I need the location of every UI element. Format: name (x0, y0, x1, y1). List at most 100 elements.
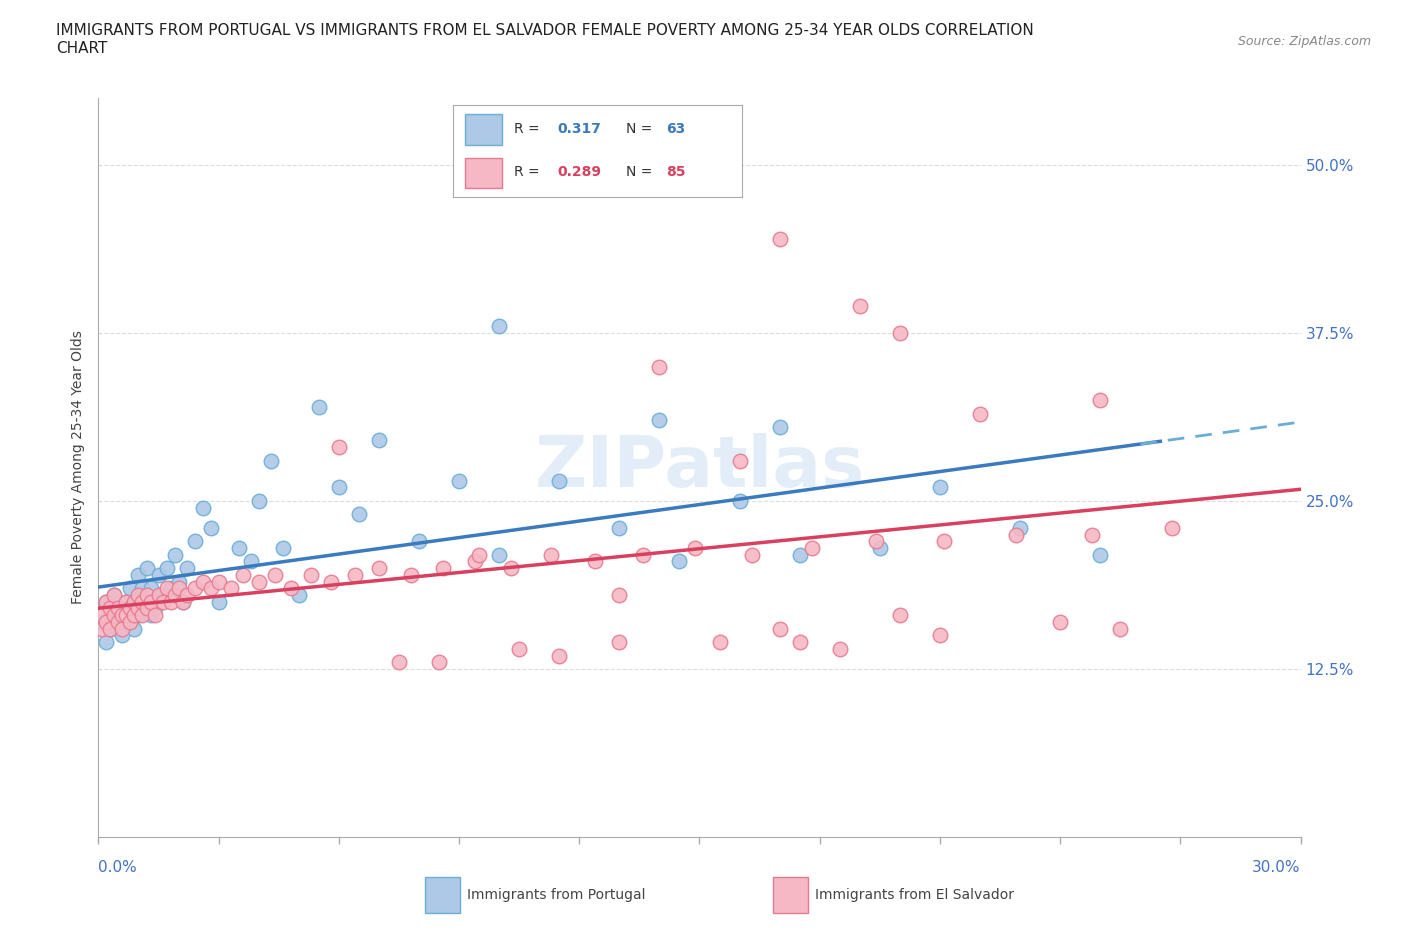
Point (929, 628, 952, 643)
Point (468, 547, 491, 562)
Point (219, 581, 242, 596)
Point (131, 608, 153, 623)
Point (228, 540, 250, 555)
Point (1088, 547, 1111, 562)
Point (208, 594, 231, 609)
Point (139, 608, 162, 623)
Point (100, 601, 122, 616)
Point (343, 567, 366, 582)
Point (769, 621, 792, 636)
Point (103, 588, 125, 603)
Point (668, 554, 690, 569)
Point (107, 615, 129, 630)
Point (176, 561, 198, 576)
Point (583, 554, 606, 569)
Point (648, 359, 671, 374)
Point (135, 561, 157, 576)
Point (176, 588, 198, 603)
Point (869, 540, 891, 555)
Point (728, 453, 751, 468)
Point (508, 642, 530, 657)
Point (260, 453, 283, 468)
Point (889, 608, 911, 623)
Point (124, 621, 146, 636)
Point (107, 621, 129, 636)
Point (263, 567, 285, 582)
Point (172, 594, 194, 609)
Text: IMMIGRANTS FROM PORTUGAL VS IMMIGRANTS FROM EL SALVADOR FEMALE POVERTY AMONG 25-: IMMIGRANTS FROM PORTUGAL VS IMMIGRANTS F… (56, 23, 1033, 56)
FancyBboxPatch shape (773, 877, 808, 913)
Point (271, 540, 294, 555)
Point (152, 588, 174, 603)
Point (239, 554, 262, 569)
Point (208, 574, 231, 589)
Point (447, 473, 470, 488)
Point (148, 588, 170, 603)
Point (1049, 615, 1071, 630)
Point (828, 642, 851, 657)
Point (103, 615, 125, 630)
Point (200, 581, 222, 596)
Point (100, 621, 122, 636)
Point (163, 588, 186, 603)
Point (124, 608, 146, 623)
Point (91, 615, 114, 630)
Point (191, 500, 214, 515)
Point (633, 547, 655, 562)
Text: Immigrants from Portugal: Immigrants from Portugal (467, 888, 645, 902)
Point (159, 581, 181, 596)
Point (128, 601, 150, 616)
Point (120, 601, 142, 616)
Point (299, 567, 322, 582)
Point (148, 567, 170, 582)
Point (1010, 521, 1032, 536)
Point (139, 581, 162, 596)
Point (167, 574, 190, 589)
Point (111, 601, 134, 616)
Point (319, 574, 342, 589)
FancyBboxPatch shape (425, 877, 460, 913)
Point (685, 540, 707, 555)
Point (347, 507, 370, 522)
Point (124, 594, 146, 609)
Point (128, 588, 150, 603)
Point (280, 581, 302, 596)
Point (96, 594, 118, 609)
Point (328, 480, 350, 495)
Point (111, 608, 134, 623)
Text: 30.0%: 30.0% (1253, 860, 1301, 875)
Point (432, 561, 454, 576)
Point (399, 567, 422, 582)
Point (103, 588, 125, 603)
Point (1088, 392, 1111, 407)
Point (107, 601, 129, 616)
Point (120, 615, 142, 630)
Point (932, 534, 955, 549)
Point (609, 521, 631, 536)
Point (139, 594, 162, 609)
Point (388, 655, 411, 670)
Point (288, 588, 311, 603)
Point (548, 473, 571, 488)
Point (115, 608, 138, 623)
Point (131, 581, 153, 596)
Point (155, 561, 177, 576)
Point (143, 608, 166, 623)
Point (540, 547, 562, 562)
Point (548, 648, 571, 663)
Point (501, 561, 523, 576)
Point (232, 567, 254, 582)
Point (609, 634, 631, 649)
Point (709, 634, 731, 649)
Point (91, 608, 114, 623)
Point (308, 399, 330, 414)
Point (115, 594, 138, 609)
Point (152, 594, 174, 609)
Point (159, 594, 181, 609)
Point (609, 588, 631, 603)
Point (111, 628, 134, 643)
Point (1005, 527, 1028, 542)
Point (100, 601, 122, 616)
Point (789, 547, 811, 562)
Point (91, 621, 114, 636)
